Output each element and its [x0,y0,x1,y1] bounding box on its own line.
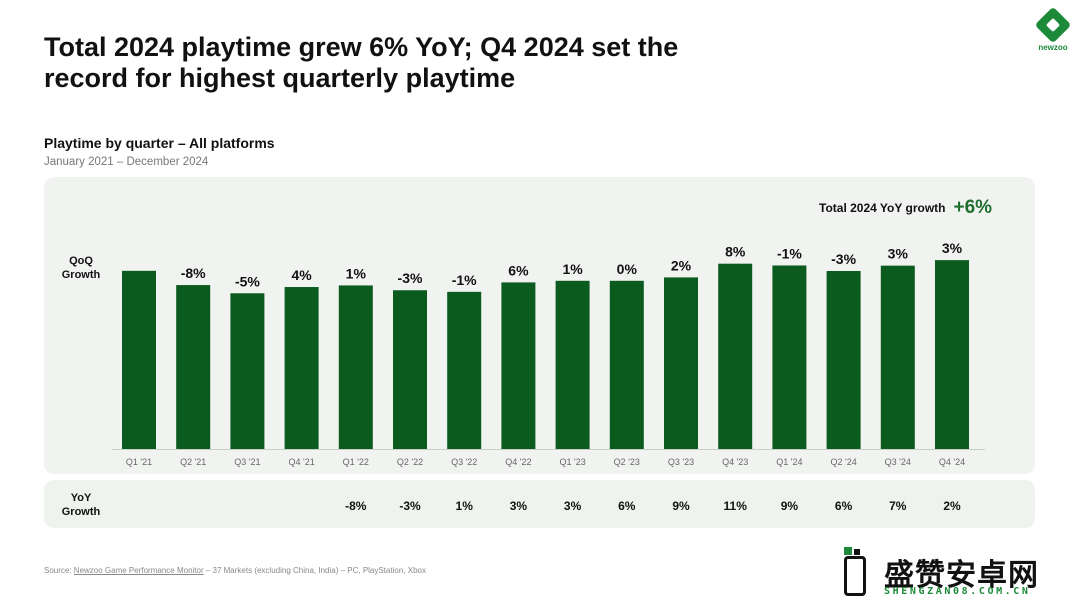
bar [826,270,861,449]
source-note: Source: Newzoo Game Performance Monitor … [44,566,426,575]
bar [338,285,373,449]
bar [447,291,482,449]
yoy-data-label: 3% [564,499,582,513]
x-tick-label: Q1 '24 [776,457,802,467]
total-yoy-growth-label: Total 2024 YoY growth [819,201,946,215]
bar [555,280,590,449]
bar [718,263,753,449]
bar [501,282,536,449]
x-tick-label: Q2 '21 [180,457,206,467]
yoy-data-label: 3% [510,499,528,513]
yoy-growth-panel [44,480,1035,528]
yoy-data-label: -8% [345,499,367,513]
x-tick-label: Q2 '23 [614,457,640,467]
watermark-subtitle: SHENGZAN08.COM.CN [884,586,1031,597]
qoq-data-label: 3% [888,246,909,262]
phone-icon [844,547,866,596]
x-tick-label: Q1 '23 [559,457,585,467]
qoq-data-label: -8% [181,265,206,281]
watermark: 盛赞安卓网 SHENGZAN08.COM.CN [838,546,1074,604]
newzoo-logo-text: newzoo [1038,43,1068,52]
source-link[interactable]: Newzoo Game Performance Monitor [73,566,204,575]
yoy-data-label: 9% [781,499,799,513]
bar [230,293,265,449]
watermark-title: 盛赞安卓网 [884,558,1039,593]
qoq-data-label: 0% [617,261,638,277]
qoq-data-label: -5% [235,273,260,289]
yoy-data-label: 11% [724,499,748,513]
x-tick-label: Q4 '24 [939,457,965,467]
bar [393,290,427,449]
x-tick-label: Q1 '22 [343,457,369,467]
x-tick-label: Q4 '23 [722,457,748,467]
newzoo-logo: newzoo [1034,6,1072,52]
chart-subtitle: Playtime by quarter – All platforms [44,135,275,151]
yoy-data-label: 1% [456,499,474,513]
x-tick-label: Q3 '22 [451,457,477,467]
x-tick-label: Q2 '22 [397,457,423,467]
x-tick-label: Q4 '21 [288,457,314,467]
bar [772,265,807,449]
x-tick-label: Q4 '22 [505,457,531,467]
yoy-data-label: -3% [399,499,421,513]
qoq-data-label: 4% [291,267,312,283]
source-rest: – 37 Markets (excluding China, India) – … [203,566,426,575]
yoy-data-label: 9% [672,499,690,513]
bar [284,287,319,449]
yoy-data-label: 2% [943,499,961,513]
bar [664,277,698,449]
qoq-data-label: 2% [671,257,692,273]
x-tick-label: Q2 '24 [830,457,856,467]
qoq-data-label: -1% [452,272,477,288]
bar [176,285,211,449]
qoq-data-label: 1% [562,261,583,277]
page-title: Total 2024 playtime grew 6% YoY; Q4 2024… [44,32,679,94]
bar [122,270,156,449]
bar [935,260,969,449]
yoy-growth-label: YoY Growth [61,492,101,519]
qoq-data-label: -3% [398,270,423,286]
total-yoy-growth-value: +6% [953,197,993,218]
x-tick-label: Q3 '23 [668,457,694,467]
x-tick-label: Q3 '21 [234,457,260,467]
yoy-data-label: 6% [618,499,636,513]
yoy-data-label: 6% [835,499,853,513]
qoq-data-label: 6% [508,262,529,278]
total-yoy-growth: Total 2024 YoY growth +6% [819,197,992,219]
qoq-data-label: -1% [777,245,802,261]
source-prefix: Source: [44,566,74,575]
qoq-data-label: 8% [725,244,746,260]
bar [609,280,644,449]
bar [880,265,915,449]
x-tick-label: Q1 '21 [126,457,152,467]
yoy-data-label: 7% [889,499,907,513]
qoq-data-label: 3% [942,240,963,256]
qoq-growth-label: QoQ Growth [61,255,101,282]
qoq-data-label: 1% [346,265,367,281]
chart-date-range: January 2021 – December 2024 [44,156,209,168]
qoq-data-label: -3% [831,251,856,267]
x-tick-label: Q3 '24 [885,457,911,467]
